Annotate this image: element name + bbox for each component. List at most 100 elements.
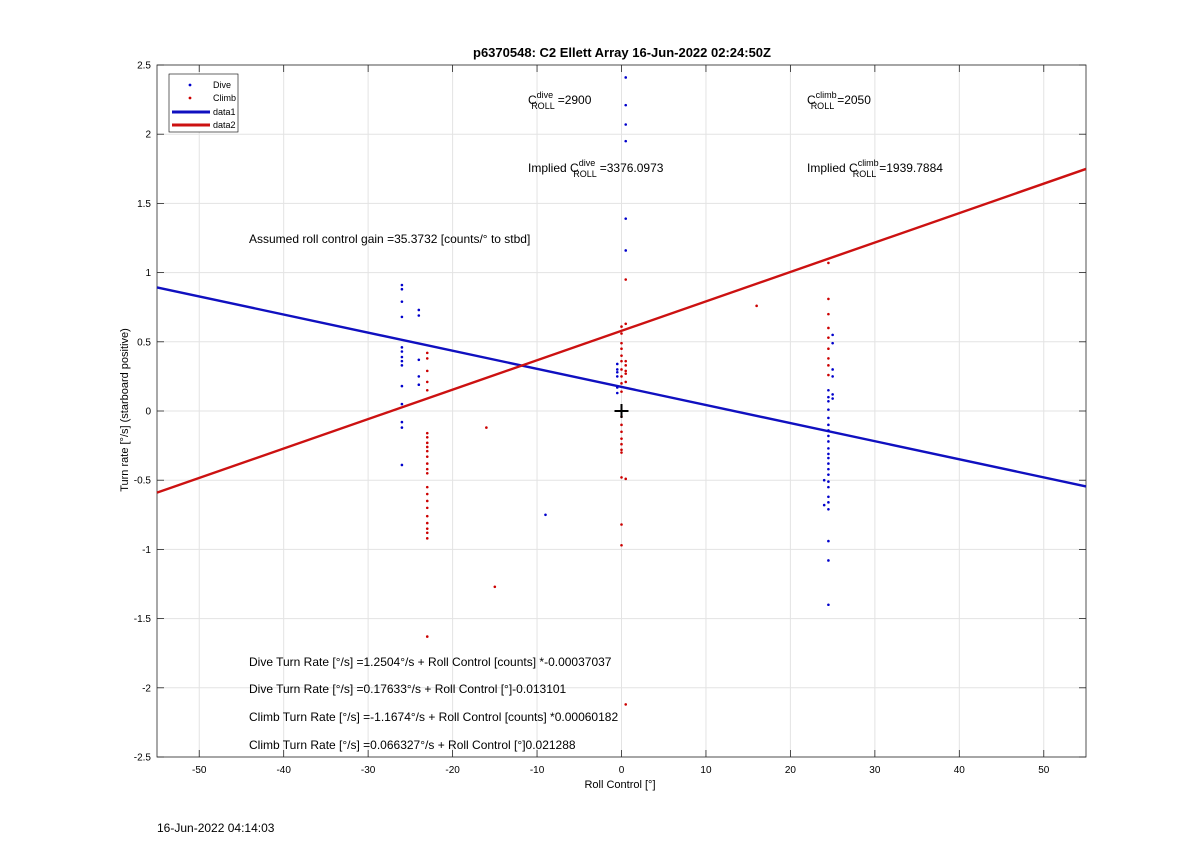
axes: -50 -40 -30 -20 -10 0 10 20 30 40 50-2.5-2-1.5-1-0… [134,61,1087,776]
data-point-dive [400,355,404,359]
data-point-climb [624,364,628,367]
data-point-climb [425,506,429,510]
data-point-climb [425,514,429,518]
data-point-climb [425,441,429,445]
data-point-climb [620,451,623,454]
data-point-climb [425,492,429,496]
legend-climb-label: Climb [213,93,236,103]
data-point-climb [624,703,628,706]
data-point-dive [417,375,421,378]
y-tick-label: -2.5 [134,753,152,764]
c-dive-sup: dive [537,90,554,100]
data-point-climb [620,382,623,385]
implied-climb-prefix: Implied C [807,161,858,175]
data-point-dive [831,368,834,371]
data-point-climb [755,304,758,308]
data-point-climb [425,462,429,465]
data-point-dive [624,76,628,79]
data-point-dive [827,603,830,607]
implied-climb-value: =1939.7884 [879,161,943,175]
data-point-dive [827,440,830,443]
implied-climb-sup: climb [858,158,879,168]
data-point-climb [620,430,623,434]
x-axis-label: Roll Control [°] [584,779,655,791]
chart-title: p6370548: C2 Ellett Array 16-Jun-2022 02… [473,45,771,60]
data-point-climb [620,437,623,440]
data-point-climb [624,380,628,384]
implied-dive-sub: ROLL [573,169,597,179]
data-point-dive [827,416,830,420]
data-point-climb [827,312,830,316]
data-point-climb [425,537,429,540]
y-tick-label: 1 [145,268,151,279]
data-point-dive [417,308,421,312]
y-tick-label: 0 [145,407,151,418]
data-point-dive [400,283,404,287]
data-point-dive [827,485,830,489]
c-climb-prefix: C [807,93,816,107]
data-point-dive [615,368,619,371]
c-dive-sub: ROLL [531,101,555,111]
data-point-climb [425,351,429,355]
data-point-dive [417,314,421,317]
data-point-climb [620,442,623,446]
data-point-climb [425,388,429,392]
legend-data2-label: data2 [213,120,236,130]
data-point-climb [624,372,628,375]
data-point-climb [425,467,429,471]
data-point-dive [827,467,830,471]
legend-dive-marker [188,83,192,87]
data-point-dive [400,315,404,319]
c-dive-value: =2900 [558,93,592,107]
data-point-climb [620,368,623,371]
x-tick-label: 10 [700,765,712,776]
data-point-dive [827,473,830,476]
data-point-dive [544,513,547,517]
data-point-climb [425,455,429,458]
data-point-dive [400,420,404,424]
data-point-dive [827,462,830,465]
data-point-climb [425,471,429,475]
data-point-dive [827,456,830,460]
annotation-implied-climb: Implied Cclimb ROLL =1939.7884 [807,158,943,179]
data-point-dive [827,408,830,411]
y-tick-label: 2.5 [137,61,151,72]
c-dive-prefix: C [528,93,537,107]
y-tick-label: -1 [142,545,151,556]
implied-dive-sup: dive [579,158,596,168]
data-point-climb [425,449,429,453]
data-point-dive [615,375,619,378]
annotation-eq2: Dive Turn Rate [°/s] =0.17633°/s + Roll … [249,682,567,696]
series-line-data2 [156,167,1087,494]
data-point-dive [827,507,830,511]
data-point-climb [827,364,830,367]
data-point-dive [615,370,619,374]
data-point-dive [615,362,619,366]
y-tick-label: -2 [142,683,151,694]
data-point-climb [620,325,623,328]
data-point-dive [400,426,404,429]
data-point-dive [624,123,628,126]
c-climb-value: =2050 [837,93,871,107]
data-point-climb [827,297,830,301]
x-tick-label: -20 [445,765,460,776]
data-point-climb [624,369,628,373]
data-point-climb [425,499,429,503]
annotation-eq1: Dive Turn Rate [°/s] =1.2504°/s + Roll C… [249,655,612,669]
data-point-dive [624,139,628,143]
data-point-climb [620,543,623,547]
data-point-climb [827,347,830,351]
legend-data1-label: data1 [213,107,236,117]
data-point-dive [827,495,830,499]
data-point-climb [425,445,429,449]
legend: Dive Climb data1 data2 [168,73,239,133]
annotation-eq3: Climb Turn Rate [°/s] =-1.1674°/s + Roll… [249,710,618,724]
x-tick-label: 40 [954,765,966,776]
data-point-climb [485,426,488,429]
data-point-dive [827,388,830,392]
data-point-dive [831,397,834,400]
y-tick-label: 2 [145,130,151,141]
data-point-dive [827,501,830,504]
data-point-climb [620,347,623,351]
